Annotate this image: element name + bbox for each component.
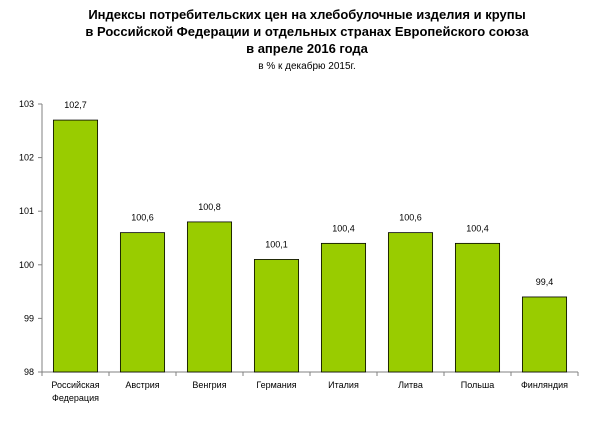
- data-label: 99,4: [536, 277, 554, 287]
- category-label: Австрия: [125, 380, 159, 390]
- bar: [454, 242, 501, 373]
- bar: [521, 296, 568, 373]
- bar: [320, 242, 367, 373]
- bars: [52, 119, 568, 373]
- y-tick-label: 98: [24, 367, 34, 377]
- category-labels: Российская Федерация Австрия Венгрия Германи…: [51, 380, 568, 403]
- y-tick-label: 99: [24, 313, 34, 323]
- bar: [119, 232, 166, 373]
- category-label: Италия: [328, 380, 359, 390]
- data-label: 100,6: [131, 213, 154, 223]
- x-axis: [41, 371, 579, 376]
- chart-title-line-1: Индексы потребительских цен на хлебобуло…: [88, 7, 525, 22]
- y-tick-label: 103: [19, 99, 34, 109]
- y-tick-label: 102: [19, 153, 34, 163]
- chart-subtitle: в % к декабрю 2015г.: [258, 60, 356, 72]
- bar: [186, 221, 233, 373]
- category-label: Польша: [461, 380, 494, 390]
- category-label: Российская: [51, 380, 99, 390]
- data-label: 102,7: [64, 100, 87, 110]
- data-label: 100,8: [198, 202, 221, 212]
- data-label: 100,4: [466, 223, 489, 233]
- data-label: 100,6: [399, 213, 422, 223]
- category-label: Финляндия: [521, 380, 568, 390]
- y-tick-label: 101: [19, 206, 34, 216]
- data-label: 100,1: [265, 239, 288, 249]
- category-label: Германия: [256, 380, 296, 390]
- category-label: Федерация: [52, 393, 99, 403]
- bar: [52, 119, 99, 373]
- category-label: Венгрия: [192, 380, 226, 390]
- y-tick-label: 100: [19, 260, 34, 270]
- bar: [387, 232, 434, 373]
- bar: [253, 259, 300, 373]
- category-label: Литва: [398, 380, 423, 390]
- chart-title-line-2: в Российской Федерации и отдельных стран…: [85, 24, 529, 39]
- data-labels: 102,7 100,6 100,8 100,1 100,4 100,6 100,4 99,4: [64, 100, 553, 287]
- y-axis: 98 99 100 101 102 103: [19, 99, 43, 377]
- chart-title-line-3: в апреле 2016 года: [246, 41, 369, 56]
- data-label: 100,4: [332, 223, 355, 233]
